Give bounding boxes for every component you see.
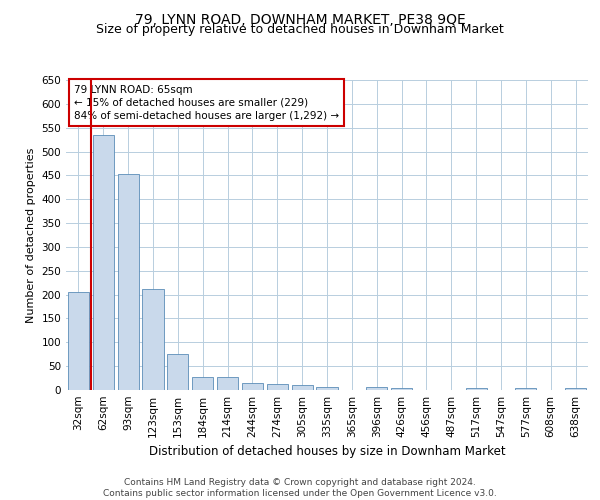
Bar: [217, 377, 238, 390]
Text: Size of property relative to detached houses in Downham Market: Size of property relative to detached ho…: [96, 22, 504, 36]
Bar: [267, 384, 288, 390]
Bar: [142, 289, 164, 390]
Bar: [167, 354, 188, 390]
Bar: [565, 388, 586, 390]
Bar: [93, 135, 114, 390]
Bar: [68, 292, 89, 390]
Bar: [366, 386, 387, 390]
Text: 79 LYNN ROAD: 65sqm
← 15% of detached houses are smaller (229)
84% of semi-detac: 79 LYNN ROAD: 65sqm ← 15% of detached ho…: [74, 84, 339, 121]
Bar: [391, 388, 412, 390]
Bar: [118, 174, 139, 390]
Bar: [192, 377, 213, 390]
Bar: [242, 383, 263, 390]
Y-axis label: Number of detached properties: Number of detached properties: [26, 148, 36, 322]
Bar: [466, 388, 487, 390]
X-axis label: Distribution of detached houses by size in Downham Market: Distribution of detached houses by size …: [149, 446, 505, 458]
Text: 79, LYNN ROAD, DOWNHAM MARKET, PE38 9QE: 79, LYNN ROAD, DOWNHAM MARKET, PE38 9QE: [134, 12, 466, 26]
Bar: [292, 385, 313, 390]
Text: Contains HM Land Registry data © Crown copyright and database right 2024.
Contai: Contains HM Land Registry data © Crown c…: [103, 478, 497, 498]
Bar: [515, 388, 536, 390]
Bar: [316, 387, 338, 390]
